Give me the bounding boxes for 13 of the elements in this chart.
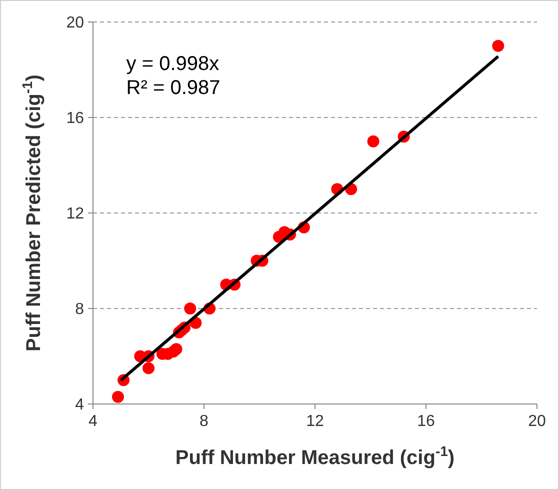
x-tick-label: 12 [306,413,324,430]
x-tick-label: 20 [528,413,546,430]
y-tick-label: 8 [75,301,84,318]
y-tick-label: 12 [66,206,84,223]
annotation: R² = 0.987 [126,76,220,99]
annotation: y = 0.998x [126,52,220,75]
x-tick-label: 16 [417,413,435,430]
y-tick-label: 4 [75,396,84,414]
x-tick-label: 4 [88,413,98,430]
y-tick-label: 16 [66,110,84,128]
x-axis-title: Puff Number Measured (cig$^{-1}$) [175,443,455,469]
y-tick-label: 20 [66,14,84,32]
x-tick-label: 8 [200,413,209,430]
